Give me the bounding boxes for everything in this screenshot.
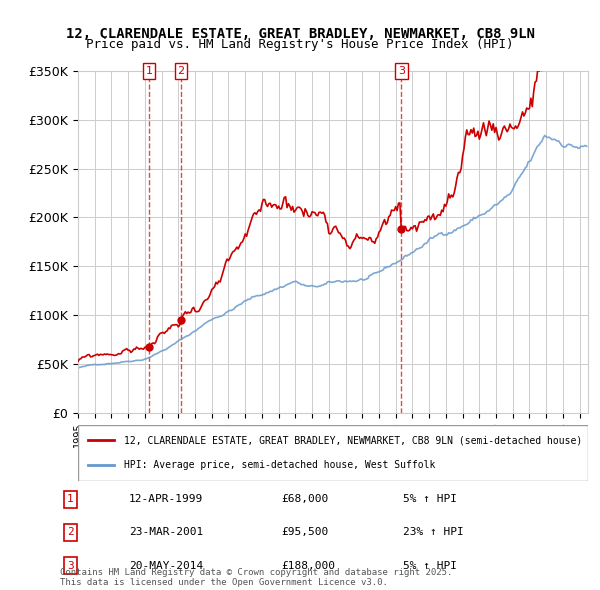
FancyBboxPatch shape	[78, 425, 588, 481]
Text: 23% ↑ HPI: 23% ↑ HPI	[403, 527, 464, 537]
Text: £68,000: £68,000	[282, 494, 329, 504]
Text: £95,500: £95,500	[282, 527, 329, 537]
Text: 2: 2	[178, 66, 185, 76]
Text: 3: 3	[398, 66, 405, 76]
Text: HPI: Average price, semi-detached house, West Suffolk: HPI: Average price, semi-detached house,…	[124, 460, 435, 470]
Text: 3: 3	[67, 560, 74, 571]
Text: 12, CLARENDALE ESTATE, GREAT BRADLEY, NEWMARKET, CB8 9LN: 12, CLARENDALE ESTATE, GREAT BRADLEY, NE…	[65, 27, 535, 41]
Text: 5% ↑ HPI: 5% ↑ HPI	[403, 560, 457, 571]
Text: Contains HM Land Registry data © Crown copyright and database right 2025.
This d: Contains HM Land Registry data © Crown c…	[60, 568, 452, 587]
Text: 2: 2	[67, 527, 74, 537]
Text: 20-MAY-2014: 20-MAY-2014	[128, 560, 203, 571]
Text: £188,000: £188,000	[282, 560, 336, 571]
Text: 1: 1	[146, 66, 152, 76]
Text: 1: 1	[67, 494, 74, 504]
Text: Price paid vs. HM Land Registry's House Price Index (HPI): Price paid vs. HM Land Registry's House …	[86, 38, 514, 51]
Text: 12-APR-1999: 12-APR-1999	[128, 494, 203, 504]
Text: 12, CLARENDALE ESTATE, GREAT BRADLEY, NEWMARKET, CB8 9LN (semi-detached house): 12, CLARENDALE ESTATE, GREAT BRADLEY, NE…	[124, 435, 582, 445]
Text: 5% ↑ HPI: 5% ↑ HPI	[403, 494, 457, 504]
Text: 23-MAR-2001: 23-MAR-2001	[128, 527, 203, 537]
